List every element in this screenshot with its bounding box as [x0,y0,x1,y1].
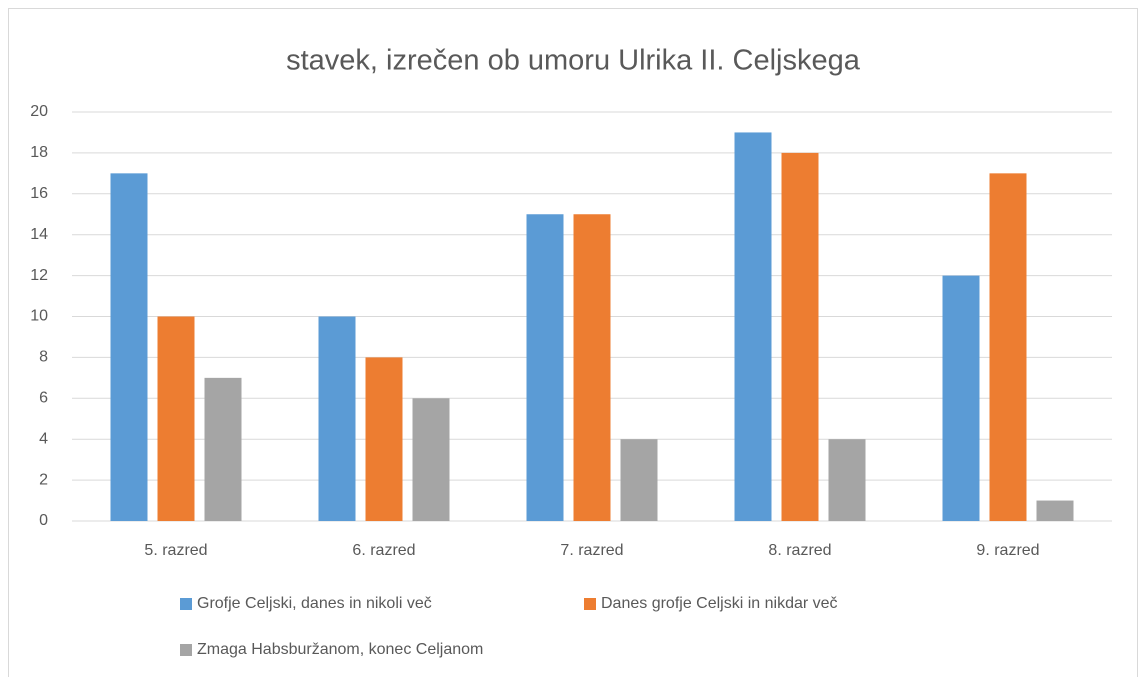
legend-swatch [584,598,596,610]
bar [989,173,1027,521]
legend-label: Zmaga Habsburžanom, konec Celjanom [197,641,483,658]
chart-border [8,8,1138,677]
bar [412,398,450,521]
bar [110,173,148,521]
bar [365,357,403,521]
y-tick-label: 2 [39,471,48,488]
bar [1036,500,1074,521]
x-tick-label: 6. razred [352,542,415,559]
chart-title: stavek, izrečen ob umoru Ulrika II. Celj… [286,45,861,77]
y-tick-label: 6 [39,390,48,407]
bar [573,214,611,521]
y-tick-label: 8 [39,349,48,366]
legend-swatch [180,598,192,610]
x-tick-label: 8. razred [768,542,831,559]
bar [781,152,819,521]
y-tick-label: 10 [30,308,48,325]
bar [620,439,658,521]
y-tick-label: 4 [39,430,48,447]
bar [204,377,242,521]
legend-label: Grofje Celjski, danes in nikoli več [197,595,432,612]
legend-label: Danes grofje Celjski in nikdar več [601,595,838,612]
y-tick-label: 12 [30,267,48,284]
legend-swatch [180,644,192,656]
bar [318,316,356,521]
y-tick-label: 0 [39,512,48,529]
bar [734,132,772,521]
x-tick-label: 7. razred [560,542,623,559]
bar [526,214,564,521]
y-tick-label: 20 [30,103,48,120]
bar [942,275,980,521]
bar [157,316,195,521]
x-tick-label: 9. razred [976,542,1039,559]
x-tick-label: 5. razred [144,542,207,559]
y-tick-label: 16 [30,185,48,202]
y-tick-label: 18 [30,144,48,161]
bar [828,439,866,521]
y-tick-label: 14 [30,226,48,243]
